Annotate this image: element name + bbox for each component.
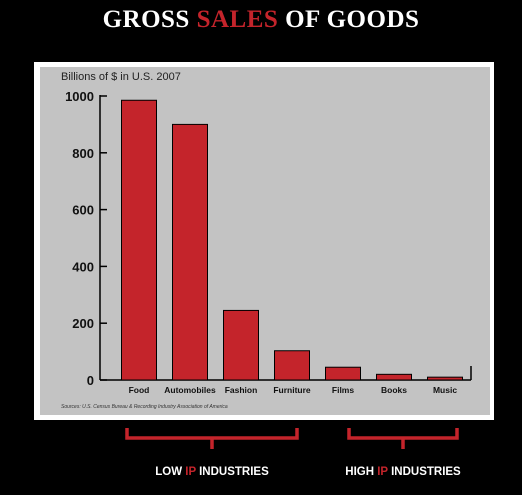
bar-films <box>325 366 361 381</box>
bar-fashion <box>223 309 259 381</box>
bar-music <box>427 376 463 381</box>
x-tick-label-fashion: Fashion <box>225 385 258 395</box>
x-tick-label-furniture: Furniture <box>273 385 311 395</box>
bar-furniture <box>274 350 310 381</box>
x-tick-label-films: Films <box>332 385 354 395</box>
y-tick-label: 400 <box>72 259 94 274</box>
x-tick-labels: Food Automobiles Fashion Furniture Films Book… <box>129 385 458 395</box>
title-part1: GROSS <box>102 6 197 33</box>
bars <box>121 99 463 381</box>
high-ip-label: HIGH IP INDUSTRIES <box>345 466 461 478</box>
y-ticks: 0 200 400 600 800 1000 <box>65 89 107 388</box>
y-tick-label: 200 <box>72 316 94 331</box>
x-tick-label-music: Music <box>433 385 457 395</box>
bar-books <box>376 373 412 381</box>
y-tick-label: 1000 <box>65 89 94 104</box>
x-tick-label-books: Books <box>381 385 407 395</box>
high-ip-bracket <box>347 428 459 449</box>
title-part3: OF GOODS <box>278 6 420 33</box>
y-axis-label: Billions of $ in U.S. 2007 <box>61 71 181 83</box>
title-accent: SALES <box>196 6 279 33</box>
y-tick-label: 600 <box>72 203 94 218</box>
source-note: Sources: U.S. Census Bureau & Recording … <box>61 404 228 410</box>
low-ip-label: LOW IP INDUSTRIES <box>155 466 269 478</box>
bar-food <box>121 99 157 381</box>
x-tick-label-automobiles: Automobiles <box>164 385 216 395</box>
x-tick-label-food: Food <box>129 385 150 395</box>
y-tick-label: 800 <box>72 146 94 161</box>
plot-background <box>40 67 490 415</box>
bar-automobiles <box>172 123 208 381</box>
y-tick-label: 0 <box>87 373 94 388</box>
chart-title: GROSS SALES OF GOODS <box>0 6 522 34</box>
low-ip-bracket <box>125 428 299 449</box>
